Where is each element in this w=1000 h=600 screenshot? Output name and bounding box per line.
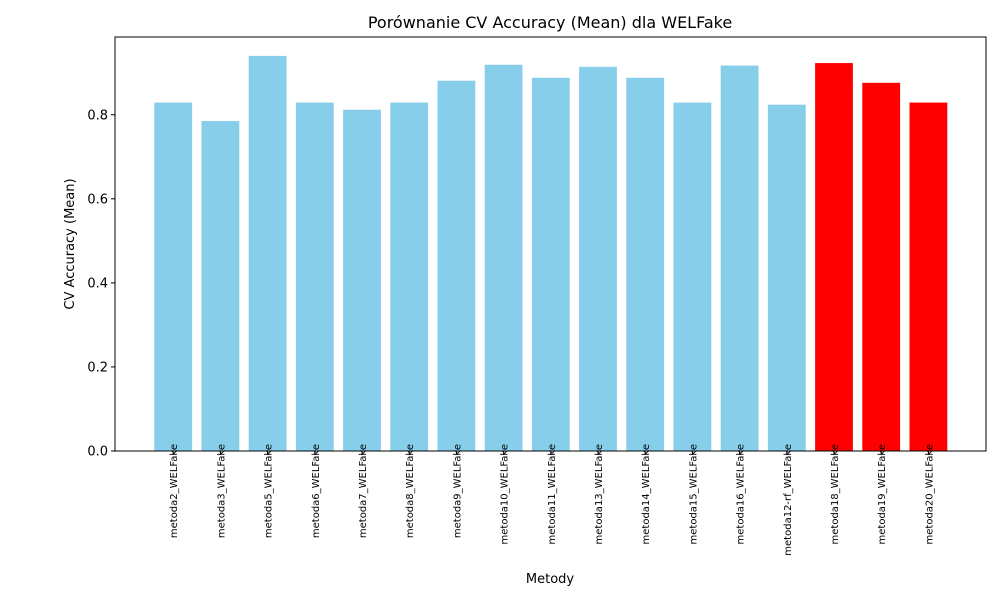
bar-metoda6_WELFake [295, 102, 334, 451]
bar-metoda16_WELFake [720, 65, 759, 451]
x-tick-label: metoda5_WELFake [264, 444, 275, 538]
y-tick-label: 0.8 [87, 108, 108, 123]
y-tick-label: 0.6 [87, 192, 108, 207]
bar-metoda12-rf_WELFake [767, 104, 806, 452]
bar-metoda15_WELFake [673, 102, 712, 451]
bar-metoda3_WELFake [201, 121, 240, 451]
bar-metoda9_WELFake [437, 80, 476, 452]
x-tick-label: metoda14_WELFake [641, 444, 652, 544]
bar-metoda7_WELFake [343, 109, 381, 452]
x-axis: metoda2_WELFake metoda3_WELFake metoda5_WE… [169, 444, 935, 556]
bar-metoda5_WELFake [248, 55, 287, 451]
x-axis-label: Metody [526, 572, 575, 587]
x-tick-label: metoda11_WELFake [547, 444, 558, 544]
x-tick-label: metoda16_WELFake [736, 444, 747, 544]
y-axis-label: CV Accuracy (Mean) [63, 178, 78, 309]
bar-metoda2_WELFake [154, 102, 193, 451]
y-tick-label: 0.4 [87, 276, 108, 291]
bar-metoda11_WELFake [531, 77, 570, 452]
x-tick-label: metoda3_WELFake [216, 444, 227, 538]
y-tick-label: 0.0 [87, 445, 108, 460]
chart-title: Porównanie CV Accuracy (Mean) dla WELFak… [368, 13, 732, 32]
bar-metoda14_WELFake [626, 77, 665, 452]
bar-metoda20_WELFake [909, 102, 948, 451]
bar-metoda8_WELFake [390, 102, 429, 451]
x-tick-label: metoda20_WELFake [924, 444, 935, 544]
y-axis: 0.0 0.2 0.4 0.6 0.8 [87, 108, 115, 460]
x-tick-label: metoda15_WELFake [688, 444, 699, 544]
x-tick-label: metoda2_WELFake [169, 444, 180, 538]
bars-group [154, 55, 948, 452]
bar-metoda10_WELFake [484, 64, 523, 452]
y-tick-label: 0.2 [87, 360, 108, 375]
x-tick-label: metoda8_WELFake [405, 444, 416, 538]
x-tick-label: metoda19_WELFake [877, 444, 888, 544]
x-tick-label: metoda13_WELFake [594, 444, 605, 544]
x-tick-label: metoda7_WELFake [358, 444, 369, 538]
bar-metoda13_WELFake [579, 66, 617, 451]
bar-metoda18_WELFake [815, 63, 853, 452]
plot-frame [114, 36, 987, 452]
x-tick-label: metoda9_WELFake [452, 444, 463, 538]
x-tick-label: metoda10_WELFake [500, 444, 511, 544]
x-tick-label: metoda6_WELFake [311, 444, 322, 538]
bar-metoda19_WELFake [862, 82, 901, 451]
x-tick-label: metoda12-rf_WELFake [783, 444, 794, 556]
x-tick-label: metoda18_WELFake [830, 444, 841, 544]
